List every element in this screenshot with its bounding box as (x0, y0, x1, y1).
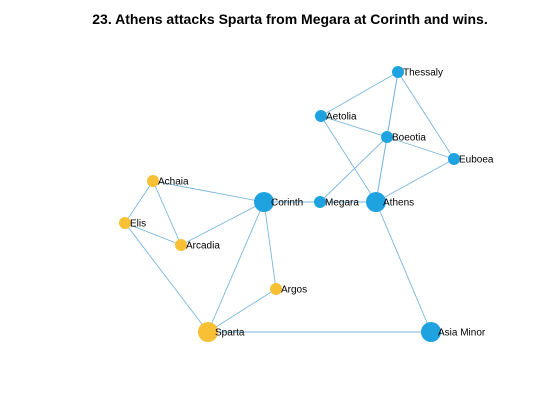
node-sparta: Sparta (198, 322, 245, 342)
node-label-boeotia: Boeotia (392, 133, 426, 144)
edge-achaia-elis (124, 180, 154, 224)
node-marker-euboea (448, 153, 460, 165)
node-thessaly: Thessaly (392, 66, 443, 79)
node-athens: Athens (366, 192, 414, 212)
edge-boeotia-athens (375, 136, 388, 203)
graph-title: 23. Athens attacks Sparta from Megara at… (92, 11, 487, 27)
edges-layer (124, 71, 455, 333)
node-marker-athens (366, 192, 386, 212)
node-label-aetolia: Aetolia (326, 112, 357, 123)
node-marker-corinth (254, 192, 274, 212)
node-label-thessaly: Thessaly (403, 68, 443, 79)
node-marker-aetolia (315, 110, 327, 122)
edge-corinth-arcadia (180, 201, 265, 246)
edge-thessaly-euboea (397, 71, 455, 160)
edge-euboea-athens (375, 158, 455, 203)
edge-achaia-arcadia (152, 180, 182, 246)
edge-aetolia-athens (320, 115, 377, 203)
node-achaia: Achaia (147, 175, 189, 188)
node-marker-sparta (198, 322, 218, 342)
node-label-corinth: Corinth (271, 198, 303, 209)
node-marker-thessaly (392, 66, 404, 78)
node-argos: Argos (270, 283, 307, 296)
node-aetolia: Aetolia (315, 110, 357, 123)
node-label-athens: Athens (383, 198, 414, 209)
node-marker-achaia (147, 175, 159, 187)
node-label-asia_minor: Asia Minor (438, 328, 486, 339)
node-marker-arcadia (175, 239, 187, 251)
node-label-achaia: Achaia (158, 177, 189, 188)
node-marker-boeotia (381, 131, 393, 143)
edge-aetolia-boeotia (320, 115, 388, 138)
edge-elis-arcadia (124, 222, 182, 246)
node-marker-asia_minor (421, 322, 441, 342)
node-asia_minor: Asia Minor (421, 322, 486, 342)
node-label-arcadia: Arcadia (186, 241, 220, 252)
edge-thessaly-aetolia (320, 71, 399, 117)
node-label-sparta: Sparta (215, 328, 245, 339)
node-label-argos: Argos (281, 285, 307, 296)
edge-boeotia-euboea (386, 136, 455, 160)
edge-argos-sparta (207, 288, 277, 333)
node-label-megara: Megara (325, 198, 359, 209)
node-corinth: Corinth (254, 192, 303, 212)
node-euboea: Euboea (448, 153, 494, 166)
node-label-elis: Elis (130, 219, 146, 230)
node-megara: Megara (314, 196, 359, 209)
edge-corinth-sparta (207, 201, 265, 333)
node-boeotia: Boeotia (381, 131, 426, 144)
nodes-layer: Thessaly Aetolia Boeotia Euboea Corinth Megar… (119, 66, 494, 342)
node-marker-elis (119, 217, 131, 229)
edge-elis-sparta (124, 222, 209, 333)
node-marker-megara (314, 196, 326, 208)
edge-athens-asia_minor (375, 201, 432, 333)
edge-corinth-achaia (152, 180, 265, 203)
node-elis: Elis (119, 217, 146, 230)
edge-corinth-argos (263, 201, 277, 290)
node-label-euboea: Euboea (459, 155, 494, 166)
edge-boeotia-megara (319, 136, 388, 203)
node-marker-argos (270, 283, 282, 295)
node-arcadia: Arcadia (175, 239, 220, 252)
